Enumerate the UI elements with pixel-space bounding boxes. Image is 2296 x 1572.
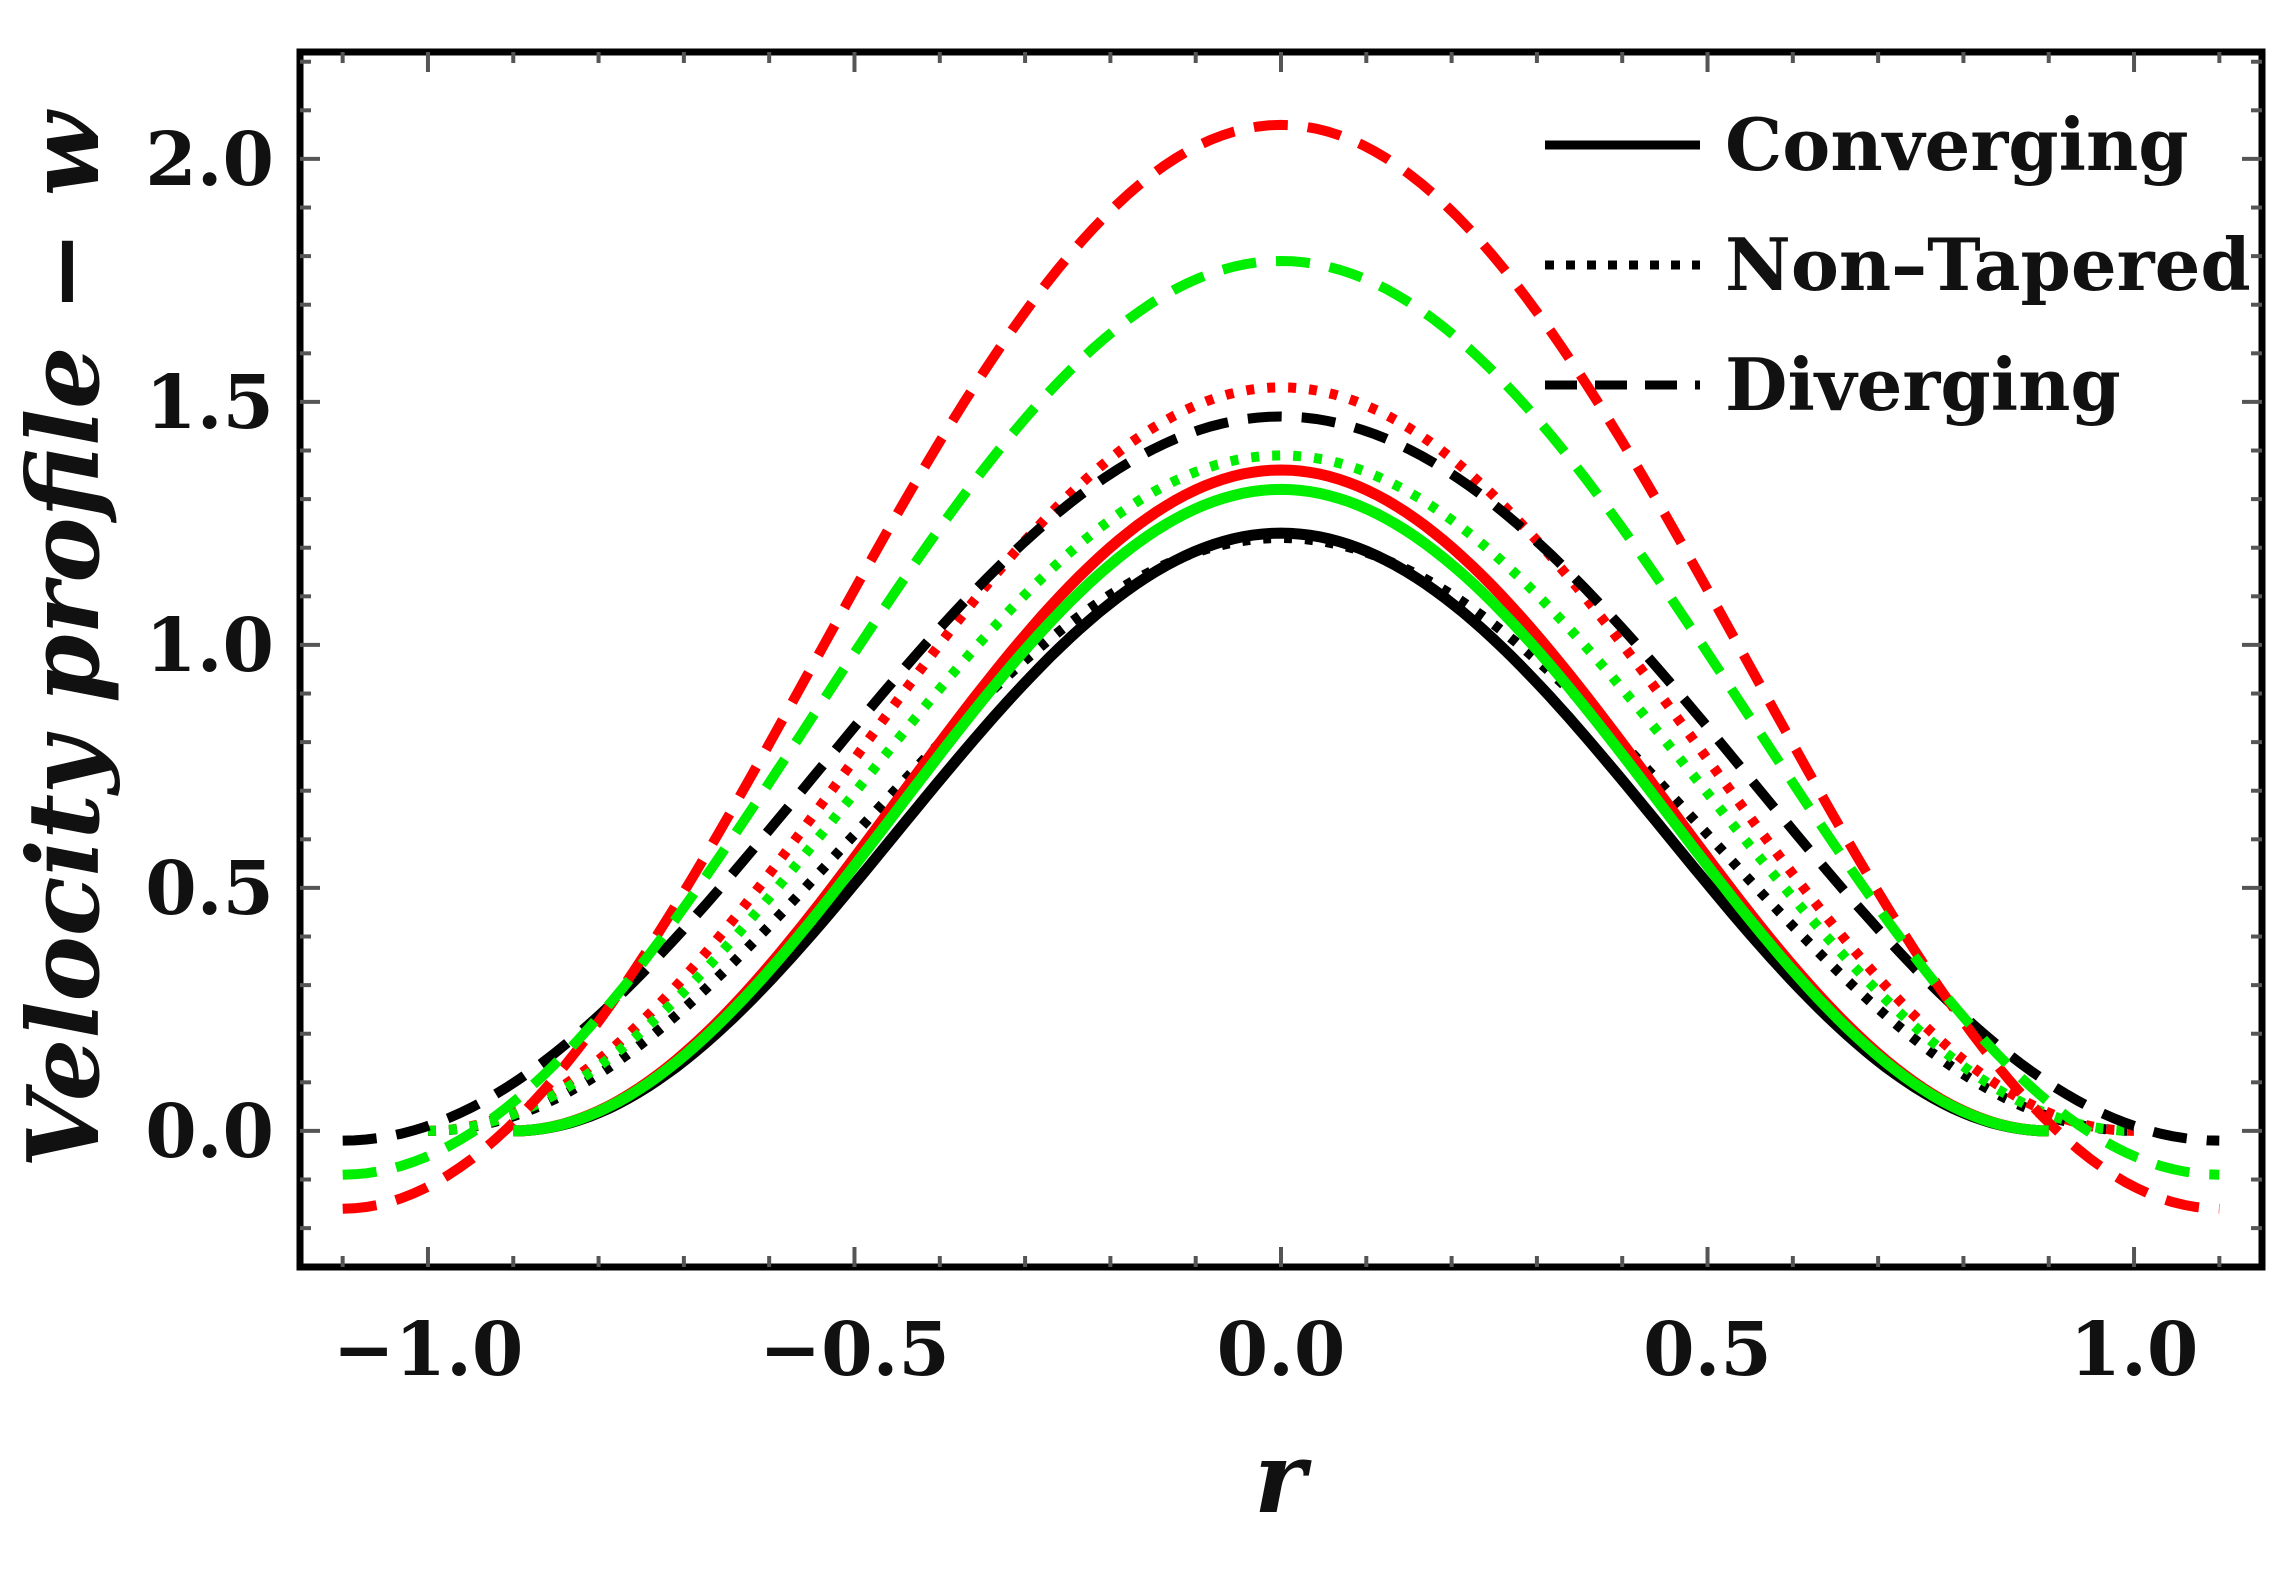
- x-tick-label: −0.5: [759, 1307, 950, 1393]
- x-tick-label: −1.0: [333, 1307, 524, 1393]
- y-tick-labels: 0.0 0.5 1.0 1.5 2.0: [145, 117, 274, 1175]
- series-line-solid-00ee00: [513, 483, 2049, 1137]
- series-line-dashed-ff0000: [342, 119, 2220, 1214]
- series-line-dotted-000000: [427, 532, 2135, 1136]
- x-axis-title: r: [1254, 1421, 1312, 1536]
- y-tick-label: 1.5: [145, 360, 274, 446]
- legend-label-non-tapered: Non–Tapered: [1725, 222, 2251, 307]
- series-line-dotted-00ee00: [427, 450, 2135, 1136]
- legend-entry-non-tapered: Non–Tapered: [1545, 222, 2251, 307]
- x-tick-labels: −1.0 −0.5 0.0 0.5 1.0: [333, 1307, 2199, 1393]
- y-tick-label: 0.0: [145, 1089, 274, 1175]
- legend-label-converging: Converging: [1725, 102, 2189, 187]
- legend-entry-diverging: Diverging: [1545, 342, 2121, 427]
- legend-entry-converging: Converging: [1545, 102, 2189, 187]
- x-tick-label: 0.5: [1643, 1307, 1772, 1393]
- series-line-solid-000000: [513, 527, 2049, 1137]
- series-line-dashed-000000: [342, 411, 2220, 1146]
- series-layer: [342, 119, 2220, 1214]
- y-tick-label: 2.0: [145, 117, 274, 203]
- series-line-dashed-00ee00: [342, 255, 2220, 1180]
- series-line-solid-ff0000: [513, 464, 2049, 1137]
- series-line-dotted-ff0000: [427, 382, 2135, 1136]
- x-tick-label: 1.0: [2070, 1307, 2199, 1393]
- y-tick-label: 1.0: [145, 603, 274, 689]
- legend-label-diverging: Diverging: [1725, 342, 2121, 427]
- y-axis-title: Velocity profile − w: [7, 108, 122, 1168]
- legend: Converging Non–Tapered Diverging: [1545, 102, 2251, 427]
- x-tick-label: 0.0: [1217, 1307, 1346, 1393]
- frame-ticks: [300, 52, 2262, 1267]
- y-tick-label: 0.5: [145, 846, 274, 932]
